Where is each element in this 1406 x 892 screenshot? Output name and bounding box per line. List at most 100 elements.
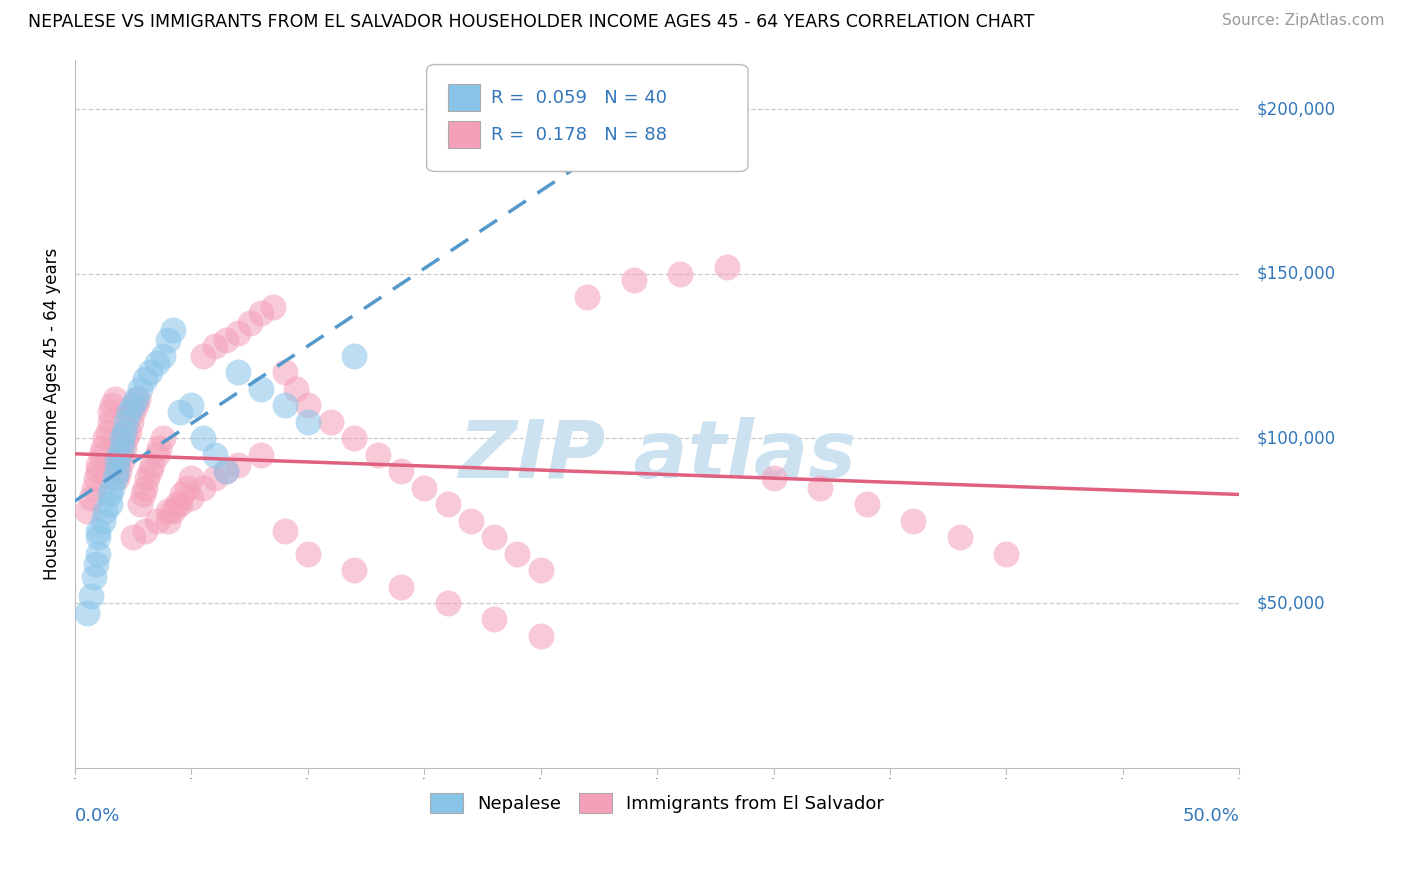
Point bbox=[191, 431, 214, 445]
Point bbox=[297, 399, 319, 413]
Point bbox=[76, 606, 98, 620]
Point bbox=[117, 405, 139, 419]
Point bbox=[105, 464, 128, 478]
Point bbox=[104, 392, 127, 406]
Point bbox=[762, 471, 785, 485]
Text: 50.0%: 50.0% bbox=[1182, 806, 1239, 824]
Point bbox=[162, 323, 184, 337]
Point bbox=[162, 504, 184, 518]
Point bbox=[949, 530, 972, 544]
Point bbox=[129, 382, 152, 396]
Text: R =  0.059   N = 40: R = 0.059 N = 40 bbox=[491, 89, 666, 107]
Point bbox=[413, 481, 436, 495]
Point bbox=[148, 442, 170, 456]
Point bbox=[226, 366, 249, 380]
Point bbox=[112, 442, 135, 456]
Point bbox=[262, 300, 284, 314]
Point bbox=[180, 399, 202, 413]
Point bbox=[808, 481, 831, 495]
Point bbox=[321, 415, 343, 429]
Text: ZIP atlas: ZIP atlas bbox=[458, 417, 856, 495]
Point bbox=[204, 339, 226, 353]
Point bbox=[124, 399, 146, 413]
Text: $100,000: $100,000 bbox=[1257, 429, 1336, 448]
Point bbox=[90, 448, 112, 462]
Point bbox=[110, 454, 132, 468]
Point bbox=[131, 487, 153, 501]
Point bbox=[172, 487, 194, 501]
Point bbox=[389, 464, 412, 478]
Point bbox=[112, 425, 135, 439]
Point bbox=[87, 458, 110, 472]
Point bbox=[903, 514, 925, 528]
Point bbox=[136, 471, 159, 485]
Point bbox=[436, 596, 458, 610]
Point bbox=[145, 448, 167, 462]
Point bbox=[191, 349, 214, 363]
Point bbox=[530, 563, 553, 577]
Point bbox=[204, 471, 226, 485]
Point bbox=[273, 399, 295, 413]
Text: $50,000: $50,000 bbox=[1257, 594, 1326, 612]
Point bbox=[152, 431, 174, 445]
Point bbox=[115, 415, 138, 429]
Point bbox=[482, 613, 505, 627]
Point bbox=[127, 392, 149, 406]
Point bbox=[166, 497, 188, 511]
Point bbox=[87, 524, 110, 538]
Point bbox=[101, 481, 124, 495]
Point bbox=[250, 448, 273, 462]
Point bbox=[215, 333, 238, 347]
Point bbox=[108, 464, 131, 478]
Point bbox=[134, 481, 156, 495]
Point bbox=[80, 491, 103, 505]
Text: R =  0.178   N = 88: R = 0.178 N = 88 bbox=[491, 126, 666, 144]
Text: $200,000: $200,000 bbox=[1257, 100, 1336, 118]
Point bbox=[87, 530, 110, 544]
Point bbox=[84, 471, 107, 485]
Text: NEPALESE VS IMMIGRANTS FROM EL SALVADOR HOUSEHOLDER INCOME AGES 45 - 64 YEARS CO: NEPALESE VS IMMIGRANTS FROM EL SALVADOR … bbox=[28, 13, 1035, 31]
Point bbox=[110, 442, 132, 456]
Point bbox=[460, 514, 482, 528]
Point bbox=[115, 431, 138, 445]
Point bbox=[91, 514, 114, 528]
Point bbox=[152, 349, 174, 363]
Point bbox=[623, 273, 645, 287]
Point bbox=[94, 431, 117, 445]
Point bbox=[120, 415, 142, 429]
Point bbox=[134, 372, 156, 386]
Point bbox=[124, 392, 146, 406]
Point bbox=[105, 471, 128, 485]
Point bbox=[273, 524, 295, 538]
Point bbox=[367, 448, 389, 462]
Point bbox=[157, 504, 180, 518]
Point bbox=[180, 471, 202, 485]
Y-axis label: Householder Income Ages 45 - 64 years: Householder Income Ages 45 - 64 years bbox=[44, 247, 60, 580]
Point bbox=[176, 481, 198, 495]
Point bbox=[83, 481, 105, 495]
Point bbox=[76, 504, 98, 518]
Bar bbox=[447, 85, 481, 112]
Point bbox=[215, 464, 238, 478]
Bar bbox=[447, 121, 481, 148]
Point bbox=[343, 431, 366, 445]
Point bbox=[108, 448, 131, 462]
Point bbox=[117, 425, 139, 439]
Point bbox=[138, 366, 160, 380]
Point bbox=[145, 514, 167, 528]
Point bbox=[145, 356, 167, 370]
Point bbox=[389, 580, 412, 594]
Point bbox=[169, 497, 191, 511]
Point bbox=[101, 399, 124, 413]
Point bbox=[98, 487, 121, 501]
Point bbox=[98, 415, 121, 429]
Point bbox=[215, 464, 238, 478]
Point bbox=[122, 399, 145, 413]
Point bbox=[506, 547, 529, 561]
Point bbox=[530, 629, 553, 643]
Point bbox=[669, 267, 692, 281]
Point bbox=[122, 530, 145, 544]
Point bbox=[250, 382, 273, 396]
Point bbox=[84, 557, 107, 571]
Point bbox=[141, 458, 163, 472]
